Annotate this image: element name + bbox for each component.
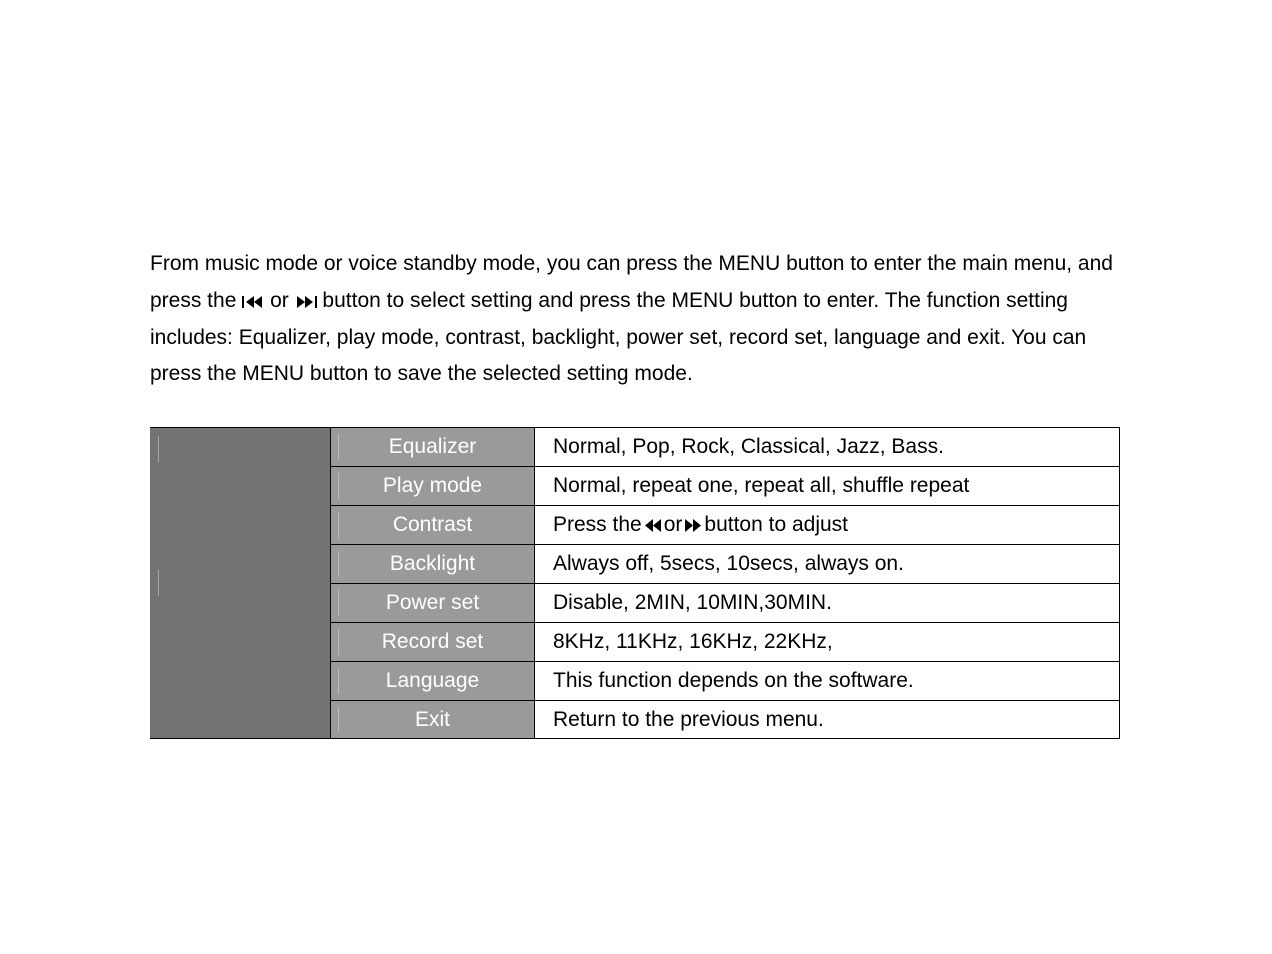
desc-text: button to adjust [704, 513, 848, 537]
setting-label: Backlight [330, 544, 535, 583]
skip-forward-icon [295, 295, 317, 309]
desc-text: or [664, 513, 683, 537]
setting-description: This function depends on the software. [535, 661, 1120, 700]
table-row: Contrast Press the or button to adjust [330, 505, 1120, 544]
table-row: Exit Return to the previous menu. [330, 700, 1120, 739]
table-category-column [150, 427, 330, 739]
skip-back-icon [242, 295, 264, 309]
table-row: Equalizer Normal, Pop, Rock, Classical, … [330, 427, 1120, 466]
table-row: Backlight Always off, 5secs, 10secs, alw… [330, 544, 1120, 583]
setting-description: Return to the previous menu. [535, 700, 1120, 739]
setting-description: 8KHz, 11KHz, 16KHz, 22KHz, [535, 622, 1120, 661]
setting-description: Normal, repeat one, repeat all, shuffle … [535, 466, 1120, 505]
setting-description: Normal, Pop, Rock, Classical, Jazz, Bass… [535, 427, 1120, 466]
table-row: Play mode Normal, repeat one, repeat all… [330, 466, 1120, 505]
rewind-icon [644, 519, 662, 532]
intro-paragraph: From music mode or voice standby mode, y… [150, 246, 1122, 393]
setting-label: Contrast [330, 505, 535, 544]
setting-label: Equalizer [330, 427, 535, 466]
setting-label: Exit [330, 700, 535, 739]
setting-label: Power set [330, 583, 535, 622]
setting-description: Press the or button to adjust [535, 505, 1120, 544]
setting-description: Always off, 5secs, 10secs, always on. [535, 544, 1120, 583]
desc-text: Press the [553, 513, 642, 537]
setting-description: Disable, 2MIN, 10MIN,30MIN. [535, 583, 1120, 622]
table-row: Record set 8KHz, 11KHz, 16KHz, 22KHz, [330, 622, 1120, 661]
document-page: From music mode or voice standby mode, y… [0, 0, 1272, 739]
table-rows: Equalizer Normal, Pop, Rock, Classical, … [330, 427, 1120, 739]
fast-forward-icon [684, 519, 702, 532]
table-row: Language This function depends on the so… [330, 661, 1120, 700]
table-row: Power set Disable, 2MIN, 10MIN,30MIN. [330, 583, 1120, 622]
setting-label: Language [330, 661, 535, 700]
setting-label: Record set [330, 622, 535, 661]
intro-text: or [270, 289, 295, 312]
settings-table: Equalizer Normal, Pop, Rock, Classical, … [150, 427, 1120, 739]
setting-label: Play mode [330, 466, 535, 505]
